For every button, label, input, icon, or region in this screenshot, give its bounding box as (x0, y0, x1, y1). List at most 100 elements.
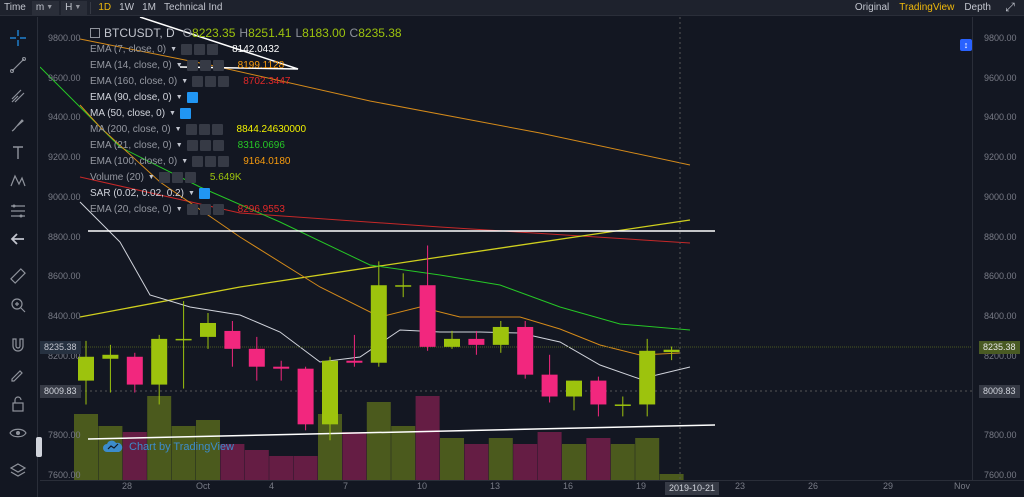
candle-body[interactable] (248, 348, 265, 367)
chart-pane[interactable]: BTCUSDT, D O8223.35 H8251.41 L8183.00 C8… (40, 17, 1024, 497)
chevron-down-icon[interactable]: ▼ (169, 109, 176, 117)
indicator-row[interactable]: Volume (20) ▼ 5.649K (90, 170, 242, 184)
visibility-icon[interactable] (186, 139, 198, 151)
close-icon[interactable] (218, 155, 230, 167)
candle-body[interactable] (297, 368, 314, 425)
visibility-icon[interactable] (192, 75, 204, 87)
close-icon[interactable] (211, 123, 223, 135)
price-chart[interactable] (40, 17, 1024, 497)
sidebar-collapse-handle[interactable] (36, 437, 42, 457)
indicator-row[interactable]: EMA (90, close, 0) ▼ (90, 90, 200, 104)
candle-body[interactable] (517, 326, 534, 375)
candle-body[interactable] (370, 285, 387, 363)
chevron-down-icon[interactable]: ▼ (175, 93, 183, 101)
tradingview-watermark[interactable]: Chart by TradingView (103, 440, 234, 454)
candle-body[interactable] (663, 349, 680, 353)
settings-icon[interactable] (205, 75, 217, 87)
indicator-row[interactable]: MA (200, close, 0) ▼ 8844.24630000 (90, 122, 306, 136)
candle-body[interactable] (395, 285, 412, 287)
candle-body[interactable] (151, 338, 168, 385)
candle-body[interactable] (346, 360, 363, 363)
chevron-down-icon[interactable]: ▼ (187, 189, 195, 197)
text-tool-icon[interactable] (7, 142, 29, 164)
indicator-row[interactable]: EMA (7, close, 0) ▼ 8142.0432 (90, 42, 279, 56)
zoom-in-icon[interactable] (7, 294, 29, 316)
candle-body[interactable] (419, 285, 436, 347)
visibility-icon[interactable] (186, 203, 198, 215)
hour-interval-dropdown[interactable]: H ▼ (61, 0, 88, 15)
close-icon[interactable] (212, 203, 224, 215)
visibility-icon[interactable] (186, 59, 198, 71)
chevron-down-icon[interactable]: ▼ (175, 141, 183, 149)
settings-icon[interactable] (205, 155, 217, 167)
scroll-to-latest-icon[interactable]: ↕ (960, 39, 972, 51)
chevron-down-icon[interactable]: ▼ (174, 125, 182, 133)
visibility-icon[interactable] (192, 155, 204, 167)
candle-body[interactable] (614, 404, 631, 406)
indicator-row[interactable]: EMA (21, close, 0) ▼ 8316.0696 (90, 138, 285, 152)
chevron-down-icon[interactable]: ▼ (170, 45, 178, 53)
candle-body[interactable] (566, 380, 582, 397)
trend-line[interactable] (87, 424, 716, 440)
candle-body[interactable] (78, 356, 94, 381)
eye-icon[interactable] (7, 422, 29, 444)
chevron-down-icon[interactable]: ▼ (181, 157, 189, 165)
candle-body[interactable] (175, 338, 192, 341)
view-original-tab[interactable]: Original (854, 1, 890, 13)
settings-icon[interactable] (171, 171, 183, 183)
indicator-row[interactable]: MA (50, close, 0) ▼ (90, 106, 193, 120)
close-icon[interactable] (218, 75, 230, 87)
candle-body[interactable] (639, 350, 656, 405)
chevron-down-icon[interactable]: ▼ (175, 205, 183, 213)
brush-tool-icon[interactable] (7, 114, 29, 136)
settings-icon[interactable] (199, 59, 211, 71)
candle-body[interactable] (541, 374, 558, 397)
settings-icon[interactable] (199, 203, 211, 215)
settings-icon[interactable] (198, 123, 210, 135)
crosshair-tool-icon[interactable] (7, 27, 29, 49)
magnet-icon[interactable] (7, 334, 29, 356)
chevron-down-icon[interactable]: ▼ (181, 77, 189, 85)
delete-drawings-icon[interactable] (7, 460, 29, 482)
candle-body[interactable] (492, 326, 509, 345)
visibility-icon[interactable] (158, 171, 170, 183)
candle-body[interactable] (224, 330, 241, 349)
settings-icon[interactable] (199, 139, 211, 151)
lock-drawing-icon[interactable] (7, 363, 29, 385)
view-tradingview-tab[interactable]: TradingView (899, 1, 955, 13)
chevron-down-icon[interactable]: ▼ (147, 173, 155, 181)
candle-body[interactable] (126, 356, 143, 385)
fib-retracement-tool-icon[interactable] (7, 200, 29, 222)
chevron-down-icon[interactable]: ▼ (175, 61, 183, 69)
indicator-row[interactable]: EMA (160, close, 0) ▼ 8702.3447 (90, 74, 290, 88)
candle-body[interactable] (590, 380, 607, 405)
fullscreen-icon[interactable]: ⤢ (1005, 0, 1015, 14)
candle-body[interactable] (102, 354, 119, 359)
indicator-row[interactable]: EMA (14, close, 0) ▼ 8199.1128 (90, 58, 284, 72)
close-icon[interactable] (184, 171, 196, 183)
visibility-icon[interactable] (198, 187, 210, 199)
candle-body[interactable] (273, 366, 290, 369)
minute-interval-dropdown[interactable]: m ▼ (31, 0, 60, 15)
candle-body[interactable] (444, 338, 460, 347)
interval-1w-button[interactable]: 1W (119, 1, 135, 13)
pitchfork-tool-icon[interactable] (7, 85, 29, 107)
back-arrow-icon[interactable] (7, 228, 29, 250)
close-icon[interactable] (207, 43, 219, 55)
candle-body[interactable] (468, 338, 485, 345)
collapse-legend-icon[interactable] (90, 28, 100, 38)
lock-icon[interactable] (7, 393, 29, 415)
interval-1m-button[interactable]: 1M (142, 1, 157, 13)
indicator-row[interactable]: SAR (0.02, 0.02, 0.2) ▼ (90, 186, 212, 200)
close-icon[interactable] (212, 139, 224, 151)
indicator-row[interactable]: EMA (100, close, 0) ▼ 9164.0180 (90, 154, 290, 168)
visibility-icon[interactable] (186, 91, 198, 103)
technical-indicators-button[interactable]: Technical Ind (164, 1, 223, 13)
ruler-tool-icon[interactable] (7, 265, 29, 287)
pattern-tool-icon[interactable] (7, 170, 29, 192)
trend-line-tool-icon[interactable] (7, 54, 29, 76)
visibility-icon[interactable] (181, 43, 193, 55)
visibility-icon[interactable] (179, 107, 191, 119)
interval-1d-button[interactable]: 1D (98, 1, 112, 13)
time-button[interactable]: Time (4, 1, 26, 13)
